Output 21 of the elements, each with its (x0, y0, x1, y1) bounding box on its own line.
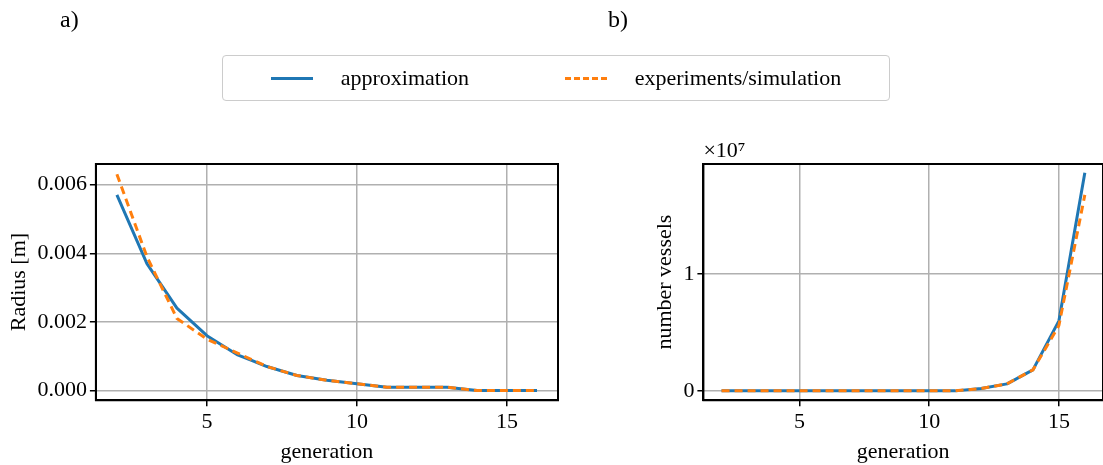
text: a) (60, 6, 79, 33)
y-axis-title: Radius [m] (4, 232, 30, 332)
x-tick-label: 15 (495, 408, 518, 434)
x-axis-title: generation (280, 437, 374, 463)
y-axis-title: number vessels (650, 214, 676, 350)
x-tick-label: 5 (793, 408, 805, 434)
text: b) (608, 6, 628, 33)
text: ×10⁷ (703, 136, 746, 162)
y-tick-label: 0.004 (37, 239, 87, 265)
x-tick-label: 10 (345, 408, 368, 434)
y-tick-label: 1 (683, 260, 695, 286)
x-tick-label: 5 (201, 408, 213, 434)
legend-label: approximation (340, 65, 470, 91)
y-tick-label: 0.002 (37, 307, 87, 333)
y-tick-label: 0.000 (37, 376, 87, 402)
x-axis-title: generation (856, 437, 950, 463)
x-tick-label: 15 (1047, 408, 1070, 434)
legend-label: experiments/simulation (634, 65, 842, 91)
y-tick-label: 0.006 (37, 170, 87, 196)
y-tick-label: 0 (683, 376, 695, 402)
x-tick-label: 10 (918, 408, 941, 434)
